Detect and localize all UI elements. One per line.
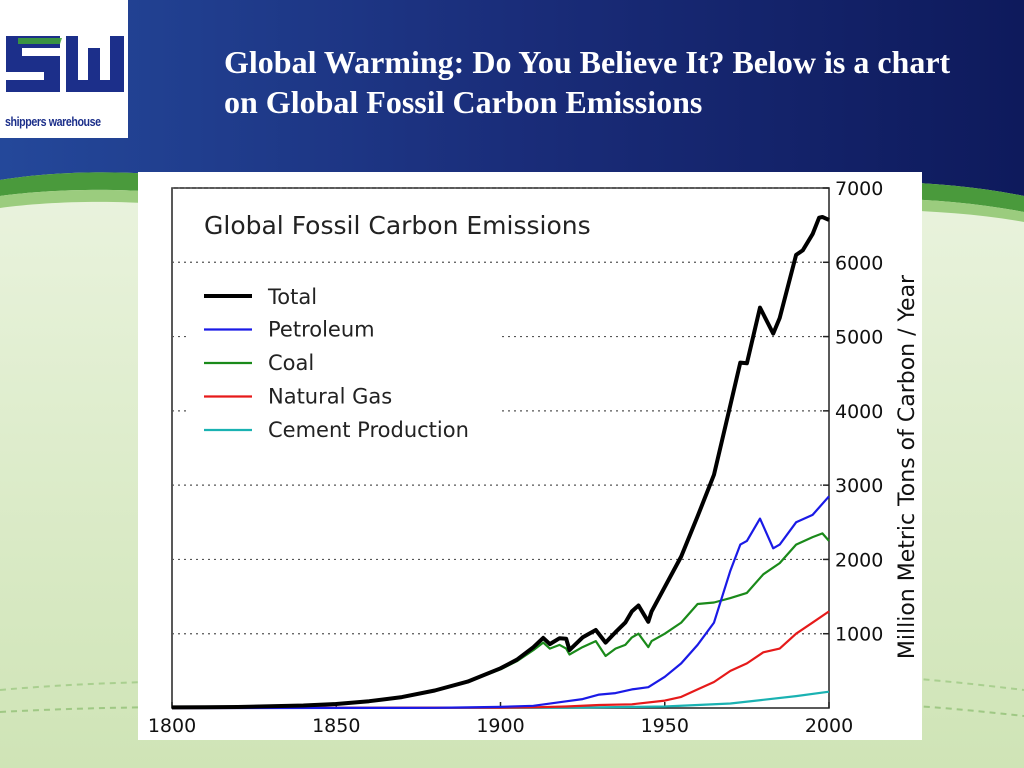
y-tick-label-6000: 6000 [835, 252, 883, 274]
legend-label-total: Total [267, 285, 317, 309]
legend: Total Petroleum Coal Natural Gas Cement Prod… [186, 268, 502, 454]
y-tick-label-1000: 1000 [835, 624, 883, 646]
x-tick-label-1850: 1850 [312, 715, 360, 737]
x-tick-label-1900: 1900 [476, 715, 524, 737]
chart-title: Global Fossil Carbon Emissions [204, 211, 591, 240]
x-tick-label-2000: 2000 [805, 715, 853, 737]
y-tick-label-3000: 3000 [835, 475, 883, 497]
y-tick-label-7000: 7000 [835, 178, 883, 200]
series-line-petroleum [171, 495, 830, 710]
company-logo: shippers warehouse [0, 0, 128, 138]
logo-mark [6, 36, 124, 92]
series-line-total [171, 215, 830, 710]
chart-panel: 1000 2000 3000 4000 5000 6000 7000 1800 1850 1900… [138, 172, 922, 740]
y-tick-label-2000: 2000 [835, 549, 883, 571]
y-tick-label-4000: 4000 [835, 401, 883, 423]
logo-text: shippers warehouse [4, 114, 101, 129]
legend-label-petroleum: Petroleum [268, 318, 375, 342]
series-lines [171, 215, 830, 710]
y-axis-label: Million Metric Tons of Carbon / Year [895, 274, 920, 659]
legend-label-coal: Coal [268, 351, 314, 375]
series-line-cement-production [171, 690, 830, 710]
slide-title: Global Warming: Do You Believe It? Below… [224, 44, 951, 120]
x-tick-label-1800: 1800 [148, 715, 196, 737]
emissions-chart: 1000 2000 3000 4000 5000 6000 7000 1800 1850 1900… [148, 178, 920, 737]
legend-label-cement-production: Cement Production [268, 418, 469, 442]
legend-background [186, 268, 502, 454]
x-tick-label-1950: 1950 [641, 715, 689, 737]
series-line-natural-gas [171, 610, 830, 710]
y-tick-label-5000: 5000 [835, 327, 883, 349]
axis-ticks: 1000 2000 3000 4000 5000 6000 7000 1800 1850 1900… [148, 178, 884, 737]
legend-label-natural-gas: Natural Gas [268, 385, 392, 409]
